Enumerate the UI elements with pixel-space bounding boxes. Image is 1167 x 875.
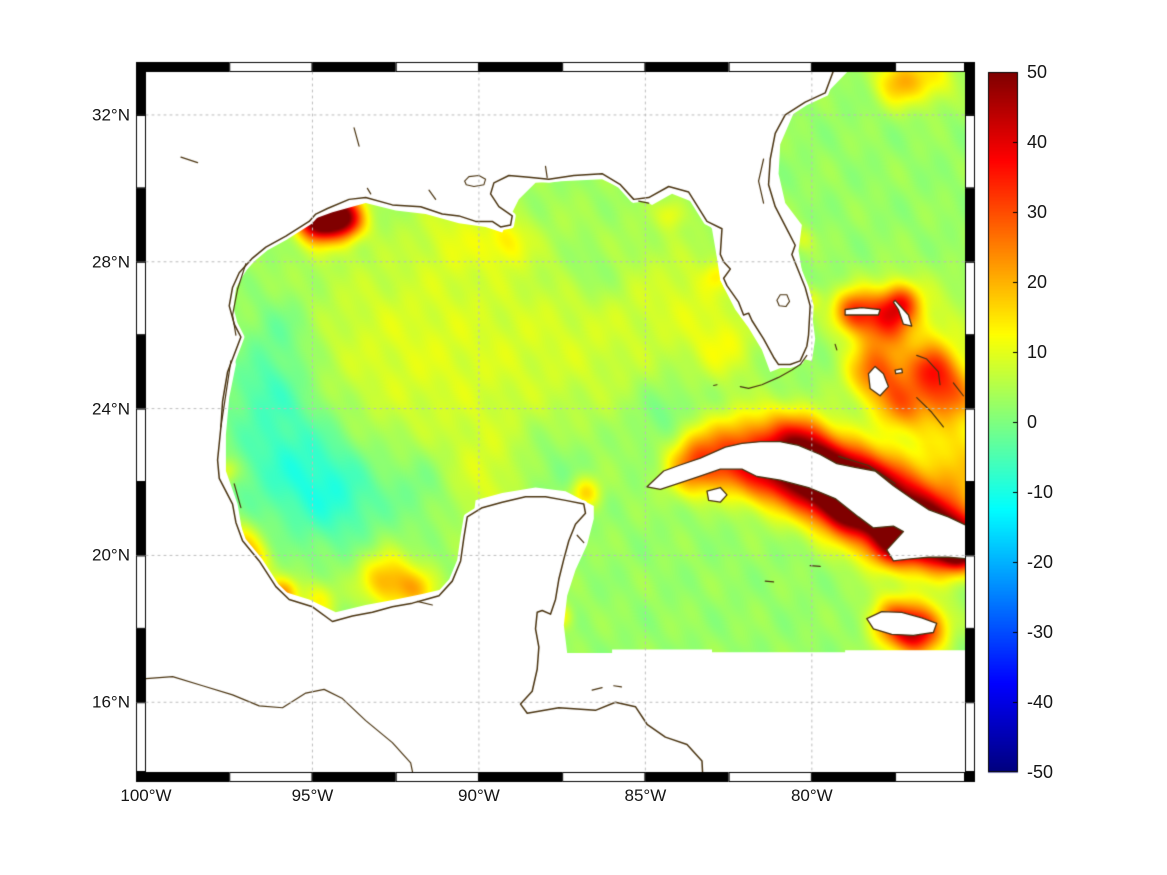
lat-tick-label: 20°N [92,545,130,565]
colorbar-tick-label: 0 [1027,412,1038,432]
colorbar-tick-label: 10 [1027,342,1048,362]
colorbar-tick-label: 40 [1027,132,1048,152]
colorbar-tick-label: -50 [1027,762,1054,782]
lon-tick-label: 85°W [624,786,667,805]
colorbar-tick-label: 30 [1027,202,1048,222]
lon-tick-label: 80°W [790,786,833,805]
colorbar-tick-label: -30 [1027,622,1054,642]
lon-tick-label: 90°W [458,786,500,805]
lat-tick-label: 24°N [92,399,130,419]
lon-tick-label: 100°W [120,786,172,805]
colorbar-tick-label: -10 [1027,482,1054,502]
lon-tick-label: 95°W [291,786,334,805]
lat-tick-label: 16°N [92,692,130,712]
colorbar-tick-label: -20 [1027,552,1054,572]
colorbar-tick-label: 20 [1027,272,1048,292]
colorbar-tick-label: 50 [1027,62,1048,82]
lat-tick-label: 28°N [92,252,130,272]
colorbar-tick-label: -40 [1027,692,1054,712]
lat-tick-label: 32°N [92,105,130,125]
